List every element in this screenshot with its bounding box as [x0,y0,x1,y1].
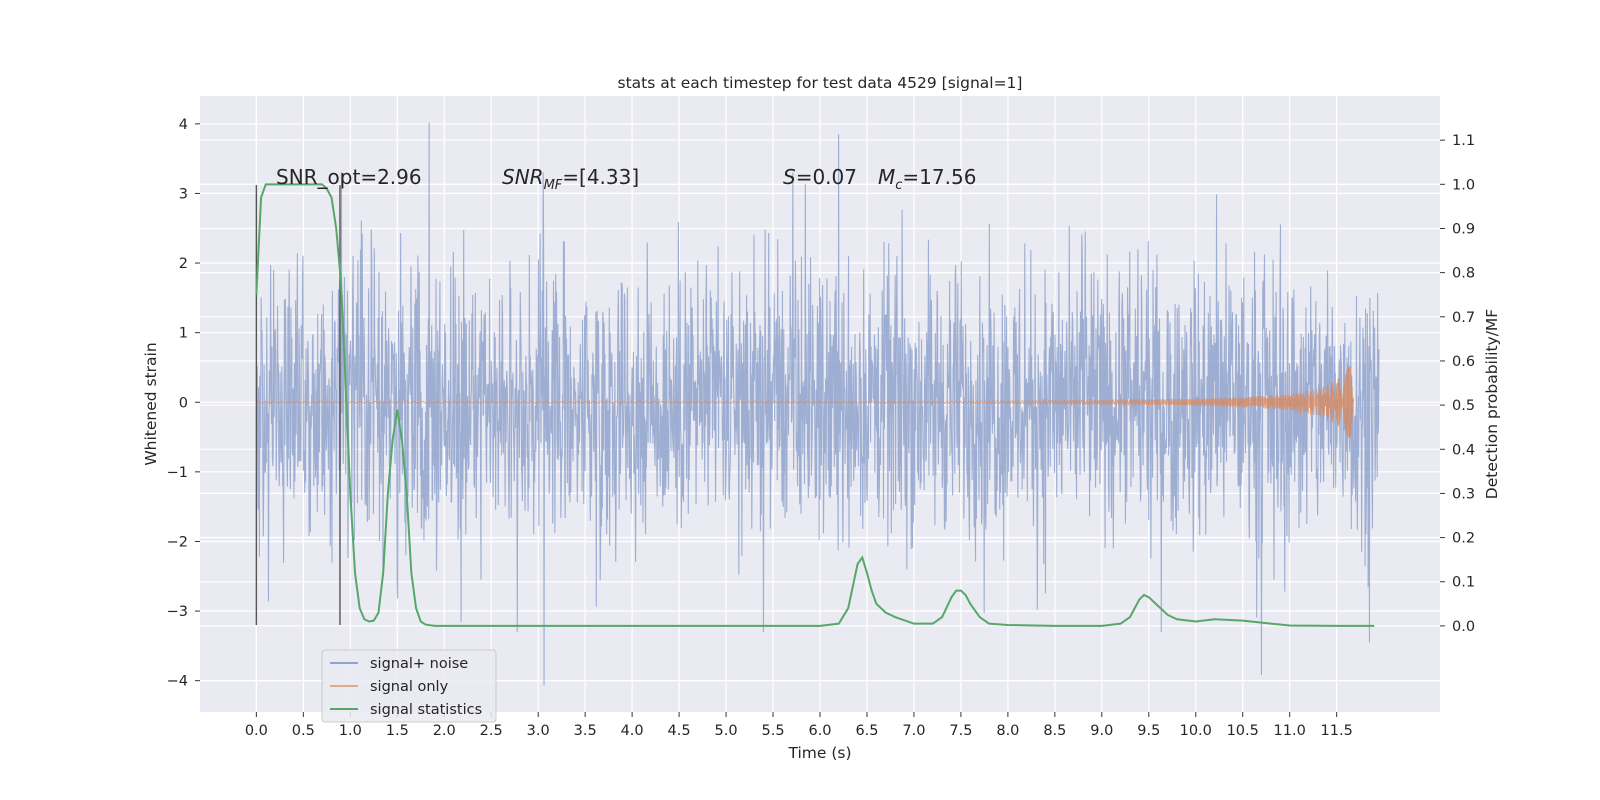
snr-mf-annotation: SNRMF=[4.33] [502,165,639,193]
x-tick-label: 1.0 [339,723,362,739]
y2-tick-label: 0.7 [1452,310,1475,326]
snr-opt-annotation: SNR_opt=2.96 [276,165,422,189]
x-tick-label: 2.0 [433,723,456,739]
x-tick-label: 7.0 [902,723,925,739]
y2-tick-label: 0.4 [1452,442,1475,458]
x-tick-label: 1.5 [386,723,409,739]
x-tick-label: 11.0 [1274,723,1306,739]
y-tick-label: 4 [179,117,188,133]
x-tick-label: 7.5 [949,723,972,739]
x-tick-label: 10.5 [1227,723,1259,739]
vertical-markers [255,185,341,625]
y-tick-label: −3 [167,604,188,620]
legend-label-signal-statistics: signal statistics [370,702,482,718]
x-tick-label: 9.5 [1137,723,1160,739]
series-signal-statistics [255,183,1375,627]
y-axis-ticks: 4 3 2 1 0 −1 −2 −3 −4 [167,117,200,690]
y2-tick-label: 0.6 [1452,354,1475,370]
y2-tick-label: 0.5 [1452,398,1475,414]
x-tick-label: 5.5 [761,723,784,739]
y2-tick-label: 0.2 [1452,531,1475,547]
y2-axis-label: Detection probability/MF [1483,309,1501,500]
x-tick-label: 3.5 [574,723,597,739]
x-tick-label: 8.0 [996,723,1019,739]
y-tick-label: 2 [179,256,188,272]
s-annotation: S=0.07 [783,165,857,189]
x-tick-label: 3.0 [527,723,550,739]
y-tick-label: −4 [167,674,188,690]
legend-box [321,649,497,723]
y2-tick-label: 0.3 [1452,486,1475,502]
x-tick-label: 11.5 [1321,723,1353,739]
series-signal-noise [255,122,1380,686]
y2-tick-label: 1.0 [1452,177,1475,193]
y-tick-label: −1 [167,465,188,481]
legend-label-signal-only: signal only [370,679,449,695]
chart-title: stats at each timestep for test data 452… [618,74,1023,92]
x-tick-label: 6.5 [855,723,878,739]
y2-tick-label: 0.8 [1452,266,1475,282]
x-axis-ticks: 0.0 0.5 1.0 1.5 2.0 2.5 3.0 3.5 4.0 4.5 5.0 5.5 6.0 6… [245,712,1353,739]
y-tick-label: 0 [179,395,188,411]
noise-trace [255,122,1380,686]
y2-axis-ticks: 1.1 1.0 0.9 0.8 0.7 0.6 0.5 0.4 0.3 0.2 0.1 0.0 [1440,133,1475,635]
x-tick-label: 4.5 [668,723,691,739]
y2-tick-label: 1.1 [1452,133,1475,149]
series-signal-only [256,366,1355,438]
x-tick-label: 9.0 [1090,723,1113,739]
legend-label-signal-noise: signal+ noise [370,656,468,672]
x-axis-label: Time (s) [787,744,851,762]
mc-annotation: Mc=17.56 [878,165,976,193]
legend: signal+ noise signal only signal statist… [321,649,497,723]
y2-tick-label: 0.1 [1452,575,1475,591]
x-tick-label: 10.0 [1180,723,1212,739]
x-tick-label: 6.0 [808,723,831,739]
y-tick-label: 3 [179,186,188,202]
x-tick-label: 0.5 [292,723,315,739]
y2-tick-label: 0.9 [1452,221,1475,237]
x-tick-label: 5.0 [715,723,738,739]
y-axis-label: Whitened strain [142,342,160,465]
y-tick-label: −2 [167,534,188,550]
y-tick-label: 1 [179,326,188,342]
x-tick-label: 4.0 [621,723,644,739]
x-tick-label: 2.5 [480,723,503,739]
chirp-trace [256,366,1355,438]
y2-tick-label: 0.0 [1452,619,1475,635]
x-tick-label: 8.5 [1043,723,1066,739]
statistics-trace [255,183,1375,627]
x-tick-label: 0.0 [245,723,268,739]
